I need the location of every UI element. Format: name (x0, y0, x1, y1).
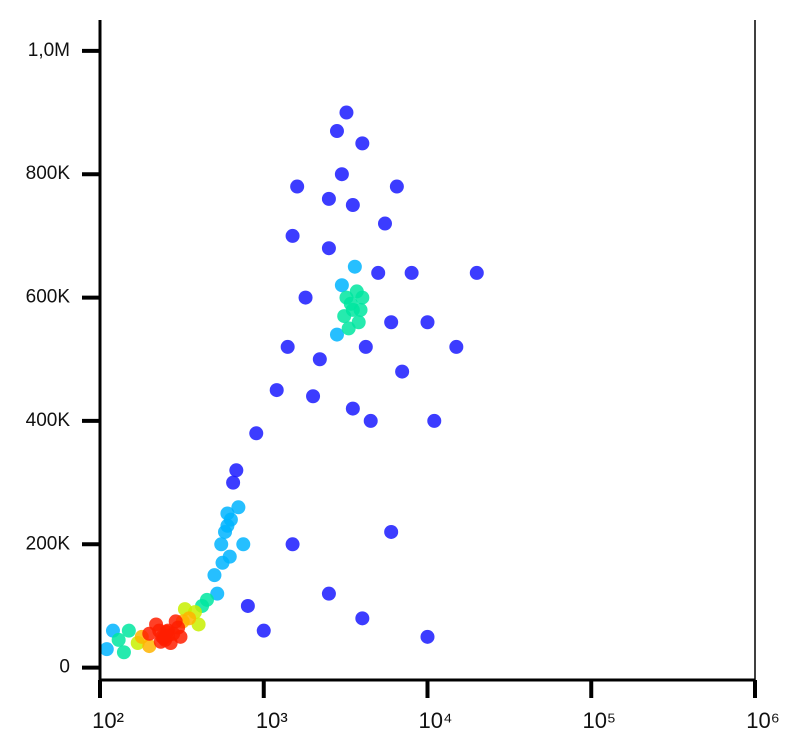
point (99, 642, 114, 657)
point (449, 339, 464, 354)
point (285, 537, 300, 552)
x-tick-label: 10² (92, 708, 124, 733)
point (334, 278, 349, 293)
point (420, 629, 435, 644)
point (306, 389, 321, 404)
y-tick-label: 1,0M (28, 40, 70, 61)
y-tick-label: 800K (26, 163, 71, 184)
point (321, 586, 336, 601)
point (312, 352, 327, 367)
y-tick-label: 400K (26, 410, 71, 431)
point (280, 339, 295, 354)
point (290, 179, 305, 194)
point (377, 216, 392, 231)
point (321, 241, 336, 256)
point (231, 500, 246, 515)
x-tick-label: 10⁵ (582, 708, 616, 733)
point (345, 198, 360, 213)
y-tick-label: 0 (59, 657, 70, 678)
point (427, 413, 442, 428)
point (355, 290, 370, 305)
point (111, 632, 126, 647)
point (159, 624, 174, 639)
point (329, 327, 344, 342)
point (389, 179, 404, 194)
point (420, 315, 435, 330)
point (351, 315, 366, 330)
x-tick-label: 10⁴ (419, 708, 453, 733)
point (339, 105, 354, 120)
point (371, 265, 386, 280)
point (285, 228, 300, 243)
point (347, 259, 362, 274)
point (214, 537, 229, 552)
point (329, 124, 344, 139)
point (358, 339, 373, 354)
point (395, 364, 410, 379)
point (341, 321, 356, 336)
point (269, 383, 284, 398)
point (229, 463, 244, 478)
point (226, 475, 241, 490)
point (142, 639, 157, 654)
point (355, 611, 370, 626)
point (218, 524, 233, 539)
point (210, 586, 225, 601)
point (298, 290, 313, 305)
point (222, 549, 237, 564)
point (116, 645, 131, 660)
point (469, 265, 484, 280)
point (384, 524, 399, 539)
point (236, 537, 251, 552)
y-tick-label: 200K (26, 533, 71, 554)
point (121, 623, 136, 638)
point (363, 413, 378, 428)
point (321, 191, 336, 206)
points (99, 105, 484, 660)
point (345, 401, 360, 416)
point (249, 426, 264, 441)
x-tick-label: 10³ (256, 708, 288, 733)
point (256, 623, 271, 638)
point (207, 568, 222, 583)
point (334, 167, 349, 182)
point (345, 302, 360, 317)
point (240, 598, 255, 613)
y-tick-label: 600K (26, 287, 71, 308)
point (384, 315, 399, 330)
point (404, 265, 419, 280)
point (355, 136, 370, 151)
x-tick-label: 10⁶ (746, 708, 780, 733)
